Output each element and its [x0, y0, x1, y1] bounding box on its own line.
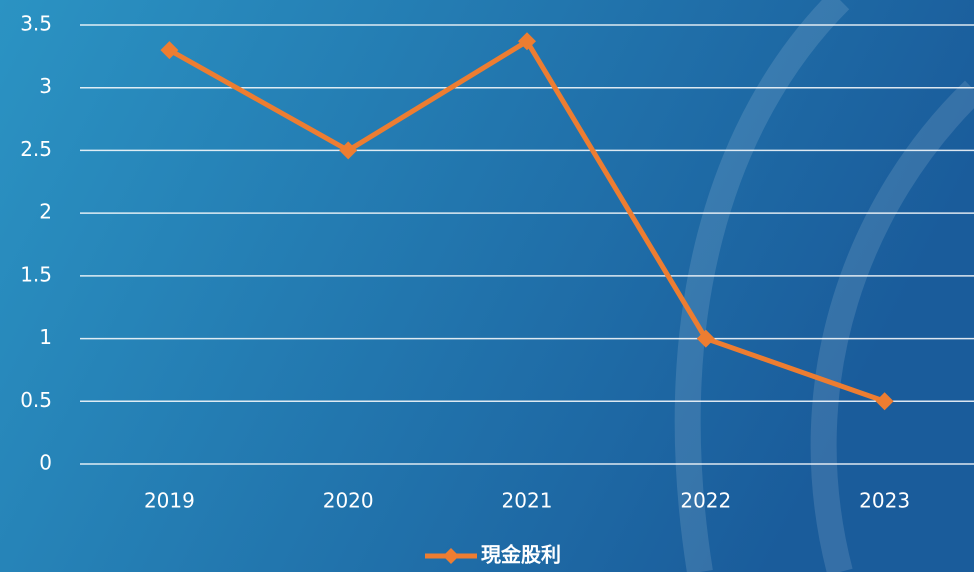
decoration — [810, 80, 974, 572]
legend-marker — [443, 548, 459, 564]
data-point — [160, 41, 179, 60]
legend: 現金股利 — [425, 543, 561, 567]
data-point — [518, 32, 536, 51]
y-tick-label: 2.5 — [20, 137, 52, 161]
y-tick-label: 0 — [39, 451, 52, 475]
y-tick-label: 3.5 — [20, 12, 52, 36]
legend-label: 現金股利 — [481, 543, 561, 567]
x-tick-label: 2020 — [323, 489, 374, 513]
y-tick-label: 2 — [39, 200, 52, 224]
y-tick-label: 3 — [39, 74, 52, 98]
x-tick-label: 2019 — [144, 489, 195, 513]
x-tick-label: 2021 — [502, 489, 553, 513]
decoration — [674, 0, 850, 572]
data-point — [339, 141, 358, 160]
y-tick-label: 1.5 — [20, 262, 52, 286]
data-point — [696, 329, 715, 348]
x-tick-label: 2022 — [680, 489, 731, 513]
x-tick-label: 2023 — [859, 489, 910, 513]
y-tick-label: 1 — [39, 325, 52, 349]
data-point — [875, 392, 894, 411]
y-tick-label: 0.5 — [20, 388, 52, 412]
